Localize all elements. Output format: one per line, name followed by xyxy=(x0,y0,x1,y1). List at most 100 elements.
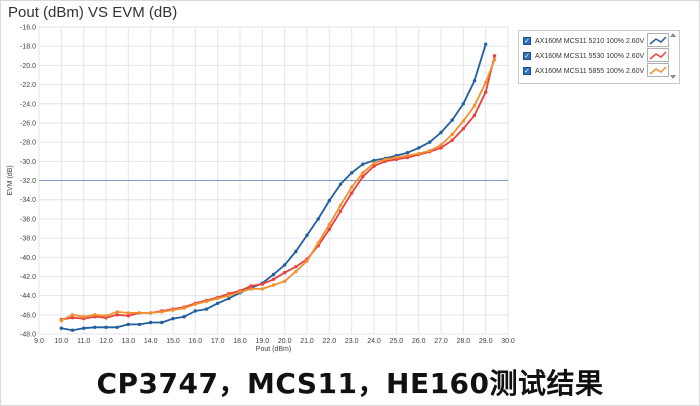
y-tick-label: -48.0 xyxy=(20,332,36,339)
y-tick-label: -46.0 xyxy=(20,312,36,319)
data-point xyxy=(137,322,142,327)
data-point xyxy=(182,306,186,310)
data-point xyxy=(126,311,130,315)
data-point xyxy=(350,185,354,189)
data-point xyxy=(338,203,343,208)
x-tick-label: 19.0 xyxy=(256,338,270,345)
data-point xyxy=(417,151,421,156)
data-point xyxy=(327,222,331,227)
data-point xyxy=(271,277,276,281)
x-tick-label: 14.0 xyxy=(144,338,158,345)
y-tick-label: -22.0 xyxy=(20,82,36,89)
scroll-up-icon xyxy=(670,33,676,37)
x-tick-label: 15.0 xyxy=(166,338,180,345)
data-point xyxy=(294,265,298,269)
caption: CP3747，MCS11，HE160测试结果 xyxy=(96,367,604,400)
data-point xyxy=(338,182,343,186)
data-point xyxy=(204,299,209,304)
data-point xyxy=(160,320,164,325)
y-axis-label: EVM (dB) xyxy=(7,165,14,195)
x-tick-label: 13.0 xyxy=(122,338,136,345)
data-point xyxy=(171,316,175,321)
data-point xyxy=(461,119,465,123)
data-point xyxy=(204,307,209,311)
data-point xyxy=(193,302,197,306)
data-point xyxy=(115,310,119,314)
data-point xyxy=(249,284,253,288)
data-point xyxy=(249,287,253,291)
y-tick-label: -42.0 xyxy=(20,274,36,281)
legend-scrollbar[interactable] xyxy=(669,31,677,81)
data-point xyxy=(227,296,231,301)
data-point xyxy=(59,326,63,330)
data-point xyxy=(492,54,497,58)
data-point xyxy=(484,90,488,94)
data-point xyxy=(484,42,488,46)
data-point xyxy=(260,287,264,291)
data-point xyxy=(361,171,365,175)
data-point xyxy=(484,80,488,85)
chart-title: Pout (dBm) VS EVM (dB) xyxy=(8,4,178,21)
y-tick-label: -32.0 xyxy=(20,178,36,185)
data-point xyxy=(327,227,331,232)
data-point xyxy=(372,161,376,165)
checkbox-checked-icon[interactable]: ✓ xyxy=(523,52,531,60)
data-point xyxy=(216,296,220,301)
data-point xyxy=(126,322,130,327)
x-tick-label: 22.0 xyxy=(323,338,337,345)
x-tick-label: 21.0 xyxy=(300,338,314,345)
data-point xyxy=(450,118,454,122)
data-point xyxy=(472,79,477,83)
legend-item-5855[interactable]: ✓ AX160M MCS11 5855 100% 2.60V xyxy=(523,64,644,78)
data-point xyxy=(283,270,287,275)
x-tick-label: 24.0 xyxy=(367,338,381,345)
data-point xyxy=(405,151,410,155)
y-tick-label: -30.0 xyxy=(20,159,36,166)
data-point xyxy=(216,301,220,305)
x-axis-label: Pout (dBm) xyxy=(256,346,291,353)
x-tick-label: 17.0 xyxy=(211,338,225,345)
data-point xyxy=(439,130,443,135)
data-point xyxy=(283,279,287,283)
y-tick-label: -18.0 xyxy=(20,44,36,51)
legend: ✓ AX160M MCS11 5210 100% 2.60V ✓ AX160M … xyxy=(518,30,680,84)
checkbox-checked-icon[interactable]: ✓ xyxy=(523,37,531,45)
data-point xyxy=(59,318,63,323)
legend-item-5210[interactable]: ✓ AX160M MCS11 5210 100% 2.60V xyxy=(523,34,644,48)
legend-swatch-5530 xyxy=(647,48,669,62)
data-point xyxy=(227,293,231,298)
x-tick-label: 18.0 xyxy=(233,338,247,345)
data-point xyxy=(383,157,387,162)
data-point xyxy=(417,146,421,150)
data-point xyxy=(316,241,320,245)
data-point xyxy=(70,328,75,332)
data-point xyxy=(115,325,119,329)
data-point xyxy=(316,217,320,221)
data-point xyxy=(93,325,97,329)
y-tick-label: -36.0 xyxy=(20,216,36,223)
data-point xyxy=(305,259,309,263)
data-point xyxy=(283,263,287,267)
legend-item-5530[interactable]: ✓ AX160M MCS11 5530 100% 2.60V xyxy=(523,49,644,63)
legend-label: AX160M MCS11 5855 100% 2.60V xyxy=(535,67,645,75)
checkbox-checked-icon[interactable]: ✓ xyxy=(523,67,531,75)
data-point xyxy=(361,162,365,166)
series-line-1 xyxy=(61,55,496,321)
data-point xyxy=(171,308,175,312)
y-tick-label: -16.0 xyxy=(20,25,36,32)
x-tick-label: 16.0 xyxy=(189,338,203,345)
data-point xyxy=(450,132,454,137)
y-tick-label: -44.0 xyxy=(20,293,36,300)
data-point xyxy=(405,153,410,158)
data-point xyxy=(294,249,298,254)
data-point xyxy=(439,146,443,150)
x-tick-label: 23.0 xyxy=(345,338,359,345)
data-point xyxy=(461,127,465,131)
data-point xyxy=(93,313,97,317)
data-point xyxy=(149,311,153,315)
data-point xyxy=(472,104,477,108)
x-tick-label: 9.0 xyxy=(34,338,44,345)
x-tick-label: 25.0 xyxy=(390,338,404,345)
y-tick-label: -40.0 xyxy=(20,255,36,262)
